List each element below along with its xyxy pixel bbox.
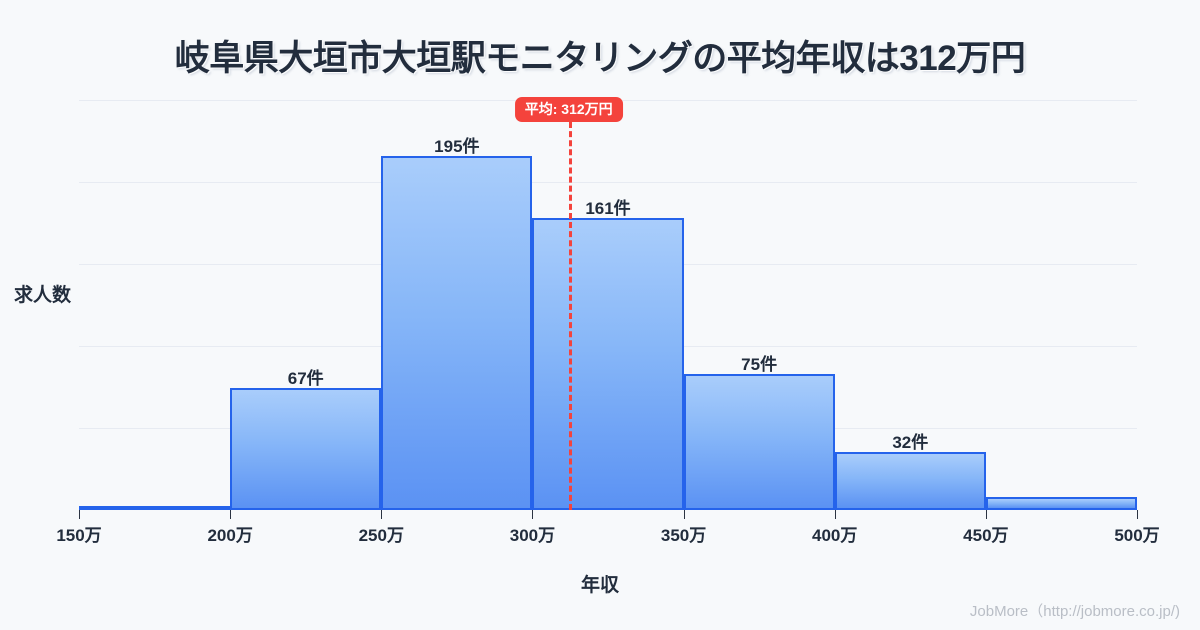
histogram-bar[interactable]	[381, 156, 533, 510]
x-axis-tick	[985, 510, 987, 519]
x-axis-tick-label: 400万	[812, 526, 858, 545]
histogram-bar[interactable]	[834, 451, 986, 510]
x-axis-tick-label: 150万	[56, 526, 102, 545]
x-axis-tick	[683, 510, 685, 519]
gridline	[79, 182, 1137, 183]
histogram-bar[interactable]	[683, 373, 835, 510]
average-badge: 平均: 312万円	[514, 97, 623, 122]
y-axis-title: 求人数	[14, 285, 72, 306]
bar-value-label: 67件	[287, 369, 324, 389]
average-line	[568, 122, 572, 510]
histogram-bar[interactable]	[230, 388, 382, 510]
x-axis-tick	[532, 510, 534, 519]
bar-value-label: 75件	[741, 354, 778, 374]
x-axis-tick-label: 300万	[509, 526, 556, 545]
bar-value-label: 161件	[585, 198, 631, 218]
x-axis-tick	[79, 510, 80, 519]
x-axis-tick	[230, 510, 232, 519]
x-axis-tick	[1137, 510, 1138, 519]
x-axis-tick-label: 500万	[1114, 526, 1160, 545]
x-axis-tick	[381, 510, 383, 519]
watermark: JobMore（http://jobmore.co.jp/)	[969, 603, 1180, 620]
x-axis-tick-label: 200万	[207, 526, 253, 545]
x-axis-tick	[834, 510, 836, 519]
histogram-bar[interactable]	[985, 497, 1137, 510]
x-axis-tick-label: 350万	[660, 526, 707, 545]
bar-value-label: 32件	[892, 432, 929, 452]
x-axis-title: 年収	[580, 575, 619, 596]
histogram-bar[interactable]	[79, 506, 231, 510]
x-axis-tick-label: 450万	[963, 526, 1009, 545]
histogram-bar[interactable]	[532, 217, 684, 510]
plot-area: 67件 195件 161件 75件 32件 平均: 312万円	[79, 97, 1137, 510]
page-title: 岐阜県大垣市大垣駅モニタリングの平均年収は312万円	[174, 39, 1026, 78]
bar-value-label: 195件	[434, 137, 480, 157]
x-axis-tick-label: 250万	[358, 526, 404, 545]
